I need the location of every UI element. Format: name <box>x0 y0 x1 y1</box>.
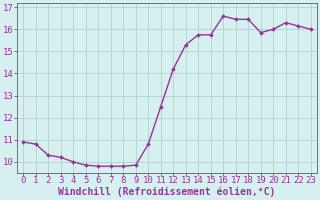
X-axis label: Windchill (Refroidissement éolien,°C): Windchill (Refroidissement éolien,°C) <box>58 187 276 197</box>
